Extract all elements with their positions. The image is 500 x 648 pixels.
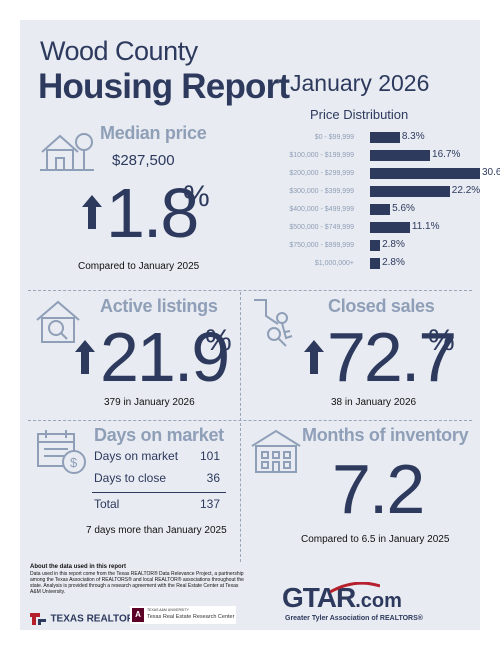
distribution-bar <box>370 240 381 251</box>
distribution-bar <box>370 222 410 233</box>
price-distribution-title: Price Distribution <box>310 107 409 122</box>
distribution-bar <box>370 258 381 269</box>
median-price-heading: Median price <box>100 123 207 143</box>
months-inventory-caption: Compared to 6.5 in January 2025 <box>301 534 450 545</box>
median-price-unit: % <box>183 180 210 213</box>
median-price-caption: Compared to January 2025 <box>78 261 200 272</box>
months-inventory-value: 7.2 <box>332 450 425 528</box>
closed-sales-caption: 38 in January 2026 <box>331 397 417 408</box>
active-listings-change: 21.9 <box>100 318 230 396</box>
distribution-value: 30.6% <box>482 167 500 178</box>
arrow-up-icon <box>304 340 324 374</box>
distribution-value: 11.1% <box>411 221 440 232</box>
dom-total-value: 137 <box>199 497 220 511</box>
dom-row-value: 36 <box>206 471 220 485</box>
distribution-value: 2.8% <box>382 239 405 250</box>
active-listings-heading: Active listings <box>100 296 218 316</box>
tamu-university: TEXAS A&M UNIVERSITY <box>147 608 189 612</box>
report-month: January 2026 <box>290 70 430 96</box>
texas-realtors-text: TEXAS REALTORS <box>50 613 141 625</box>
distribution-label: $400,000 - $499,999 <box>289 206 354 213</box>
tamu-logo: A TEXAS A&M UNIVERSITY Texas Real Estate… <box>130 606 236 624</box>
svg-text:$: $ <box>70 455 78 470</box>
house-magnifier-icon <box>36 300 80 343</box>
distribution-bar <box>370 186 450 197</box>
active-listings-caption: 379 in January 2026 <box>104 397 195 408</box>
report-page: Wood County Housing Report January 2026 … <box>20 20 500 630</box>
closed-sales-change: 72.7 <box>327 318 457 396</box>
divider <box>28 290 472 291</box>
price-distribution-chart: $0 - $99,999 8.3% $100,000 - $199,999 16.7%… <box>20 20 500 280</box>
distribution-label: $100,000 - $199,999 <box>289 152 354 159</box>
texas-realtors-mark-icon <box>30 612 46 625</box>
distribution-value: 5.6% <box>392 203 415 214</box>
days-on-market-heading: Days on market <box>94 425 224 445</box>
county-title: Wood County <box>40 36 198 66</box>
gtar-swoosh-icon <box>330 582 380 594</box>
arrow-up-icon <box>75 340 95 374</box>
calendar-dollar-icon: $ <box>37 430 86 474</box>
dom-total-label: Total <box>94 497 120 511</box>
house-tree-icon <box>40 133 94 171</box>
texas-realtors-logo: TEXAS REALTORS <box>30 610 141 628</box>
distribution-bar <box>370 168 480 179</box>
distribution-label: $750,000 - $999,999 <box>289 242 354 249</box>
active-listings-unit: % <box>205 324 232 357</box>
distribution-value: 22.2% <box>451 185 481 196</box>
median-price-value: $287,500 <box>112 152 175 169</box>
total-rule <box>92 492 226 493</box>
gtar-logo: GTAR.com <box>282 582 402 614</box>
months-inventory-heading: Months of inventory <box>302 425 469 445</box>
dom-row-label: Days to close <box>94 471 167 485</box>
distribution-label: $0 - $99,999 <box>314 134 354 141</box>
gtar-dotcom: .com <box>355 590 402 612</box>
distribution-bar <box>370 204 391 215</box>
arrow-up-icon <box>82 195 102 229</box>
median-price-change: 1.8 <box>106 174 199 252</box>
tamu-mark-icon: A <box>132 608 144 622</box>
report-title: Housing Report <box>38 67 290 106</box>
distribution-bar <box>370 150 431 161</box>
building-icon <box>251 429 301 473</box>
distribution-label: $1,000,000+ <box>314 260 354 267</box>
footer-heading: About the data used in this report <box>30 564 127 570</box>
distribution-label: $200,000 - $299,999 <box>289 170 354 177</box>
dom-row-value: 101 <box>199 449 220 463</box>
distribution-value: 2.8% <box>382 257 405 268</box>
dom-row-label: Days on market <box>94 449 179 463</box>
hand-keys-icon <box>254 299 293 347</box>
distribution-value: 16.7% <box>432 149 461 160</box>
distribution-value: 8.3% <box>401 131 425 142</box>
gtar-tagline: Greater Tyler Association of REALTORS® <box>285 615 423 622</box>
divider <box>240 292 241 562</box>
days-on-market-caption: 7 days more than January 2025 <box>86 525 227 536</box>
divider <box>28 420 472 421</box>
distribution-bar <box>370 132 400 143</box>
footer-text: Data used in this report come from the T… <box>30 571 244 595</box>
closed-sales-heading: Closed sales <box>328 296 435 316</box>
tamu-center: Texas Real Estate Research Center <box>147 614 235 620</box>
closed-sales-unit: % <box>428 324 455 357</box>
distribution-label: $300,000 - $399,999 <box>289 188 354 195</box>
distribution-label: $500,000 - $749,999 <box>289 224 354 231</box>
